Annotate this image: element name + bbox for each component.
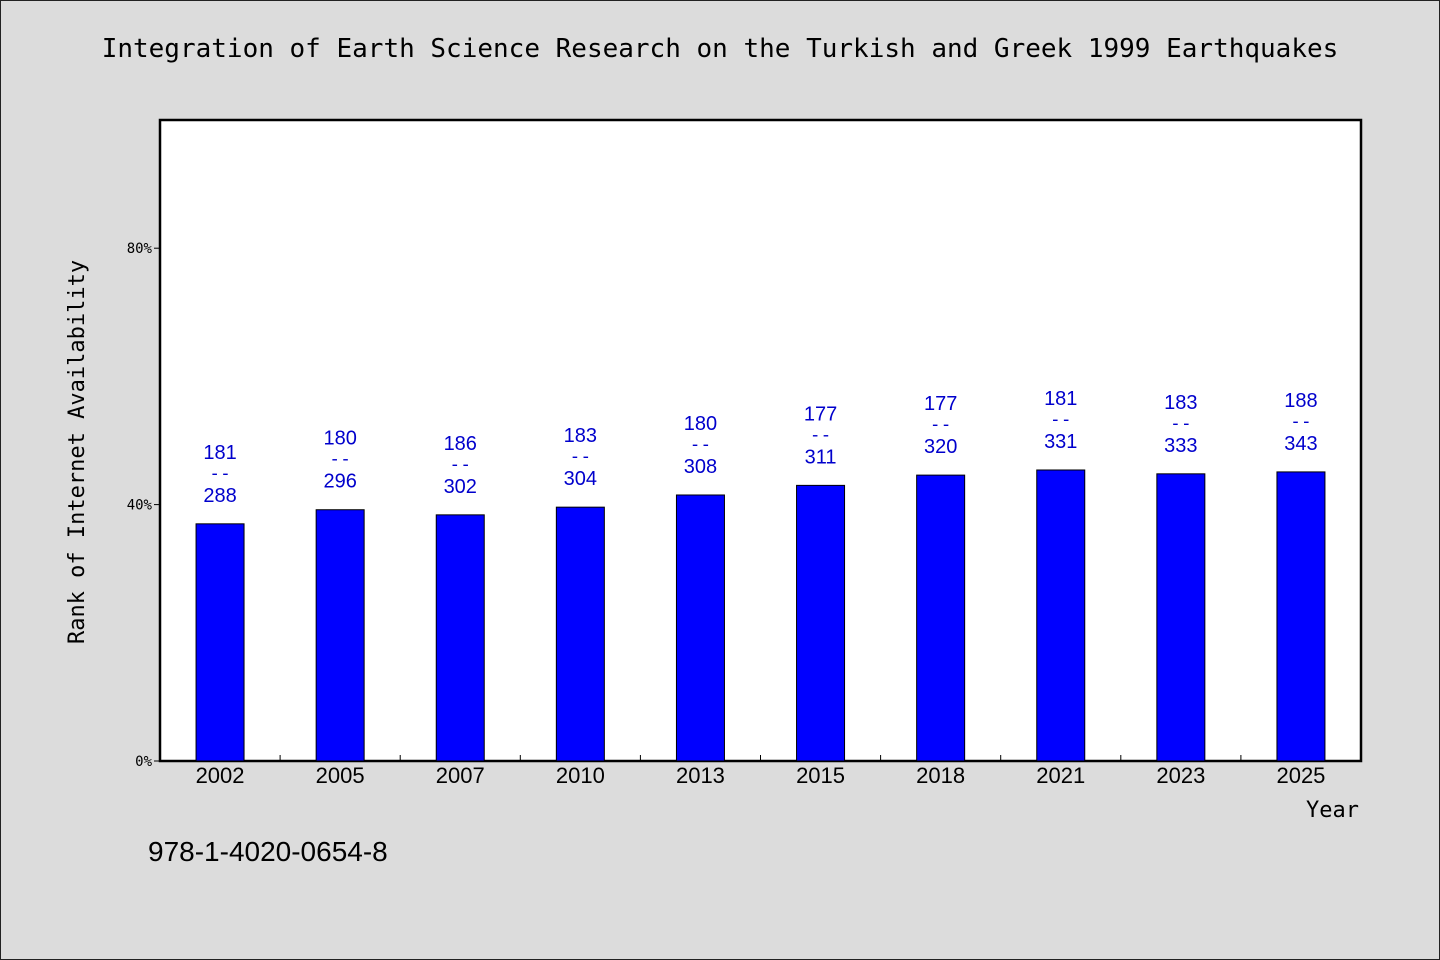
bar-label-separator: -- — [329, 449, 351, 470]
x-tick-label: 2021 — [1036, 763, 1085, 788]
x-tick-label: 2025 — [1276, 763, 1325, 788]
bar-label-bottom: 302 — [444, 476, 477, 498]
bar — [555, 506, 605, 762]
x-axis-label: Year — [1306, 798, 1359, 823]
y-tick-label: 80% — [127, 241, 153, 257]
bar-label-bottom: 331 — [1044, 431, 1077, 453]
x-tick-label: 2015 — [796, 763, 845, 788]
bar-label-bottom: 288 — [203, 485, 236, 507]
x-tick-label: 2010 — [556, 763, 605, 788]
bar-label-top: 181 — [203, 442, 236, 464]
bar-label-top: 183 — [1164, 392, 1197, 414]
x-tick-label: 2007 — [436, 763, 485, 788]
y-axis-ticks: 0% 40% 80% — [127, 241, 160, 770]
bar-label-separator: -- — [1170, 413, 1192, 434]
bar — [1276, 471, 1326, 762]
bar-label-separator: -- — [1290, 411, 1312, 432]
x-tick-label: 2002 — [196, 763, 245, 788]
bar-label-bottom: 333 — [1164, 435, 1197, 457]
bar-label-separator: -- — [690, 434, 712, 455]
bar-label-top: 186 — [444, 433, 477, 455]
bar — [916, 474, 966, 762]
y-axis-label: Rank of Internet Availability — [65, 260, 90, 644]
bar-label-separator: -- — [810, 424, 832, 445]
y-tick-label: 0% — [135, 754, 152, 770]
bar-label-bottom: 304 — [564, 468, 597, 490]
bar — [195, 523, 245, 762]
y-tick-label: 40% — [127, 498, 153, 514]
bar-label-bottom: 311 — [805, 446, 837, 468]
bar — [1156, 473, 1206, 762]
bar — [435, 514, 485, 762]
x-tick-label: 2023 — [1156, 763, 1205, 788]
x-tick-label: 2005 — [316, 763, 365, 788]
isbn-text: 978-1-4020-0654-8 — [148, 836, 388, 867]
bar-label-top: 181 — [1044, 388, 1077, 410]
bar-label-separator: -- — [449, 454, 471, 475]
bar-label-separator: -- — [570, 446, 592, 467]
bar-label-bottom: 308 — [684, 456, 717, 478]
bar-label-bottom: 343 — [1284, 433, 1317, 455]
x-tick-label: 2013 — [676, 763, 725, 788]
bar-label-separator: -- — [1050, 409, 1072, 430]
bar-series — [195, 469, 1326, 762]
bar-label-top: 180 — [684, 413, 717, 435]
bar-label-bottom: 320 — [924, 436, 957, 458]
bar — [1036, 469, 1086, 762]
bar — [675, 494, 725, 762]
bar-label-top: 183 — [564, 425, 597, 447]
bar-label-top: 177 — [804, 403, 837, 425]
bar-label-top: 188 — [1284, 390, 1317, 412]
x-tick-label: 2018 — [916, 763, 965, 788]
bar-label-separator: -- — [930, 414, 952, 435]
x-axis-ticks: 2002 2005 2007 2010 2013 2015 2018 2021 2023 2025 — [196, 755, 1325, 788]
chart-title: Integration of Earth Science Research on… — [101, 34, 1339, 64]
bar-label-top: 177 — [924, 393, 957, 415]
bar-label-top: 180 — [323, 428, 356, 450]
bar — [796, 484, 846, 762]
bar — [315, 509, 365, 762]
bar-label-separator: -- — [209, 463, 231, 484]
bar-data-labels: 181--288180--296186--302183--304180--308… — [203, 388, 1317, 507]
bar-label-bottom: 296 — [323, 471, 356, 493]
